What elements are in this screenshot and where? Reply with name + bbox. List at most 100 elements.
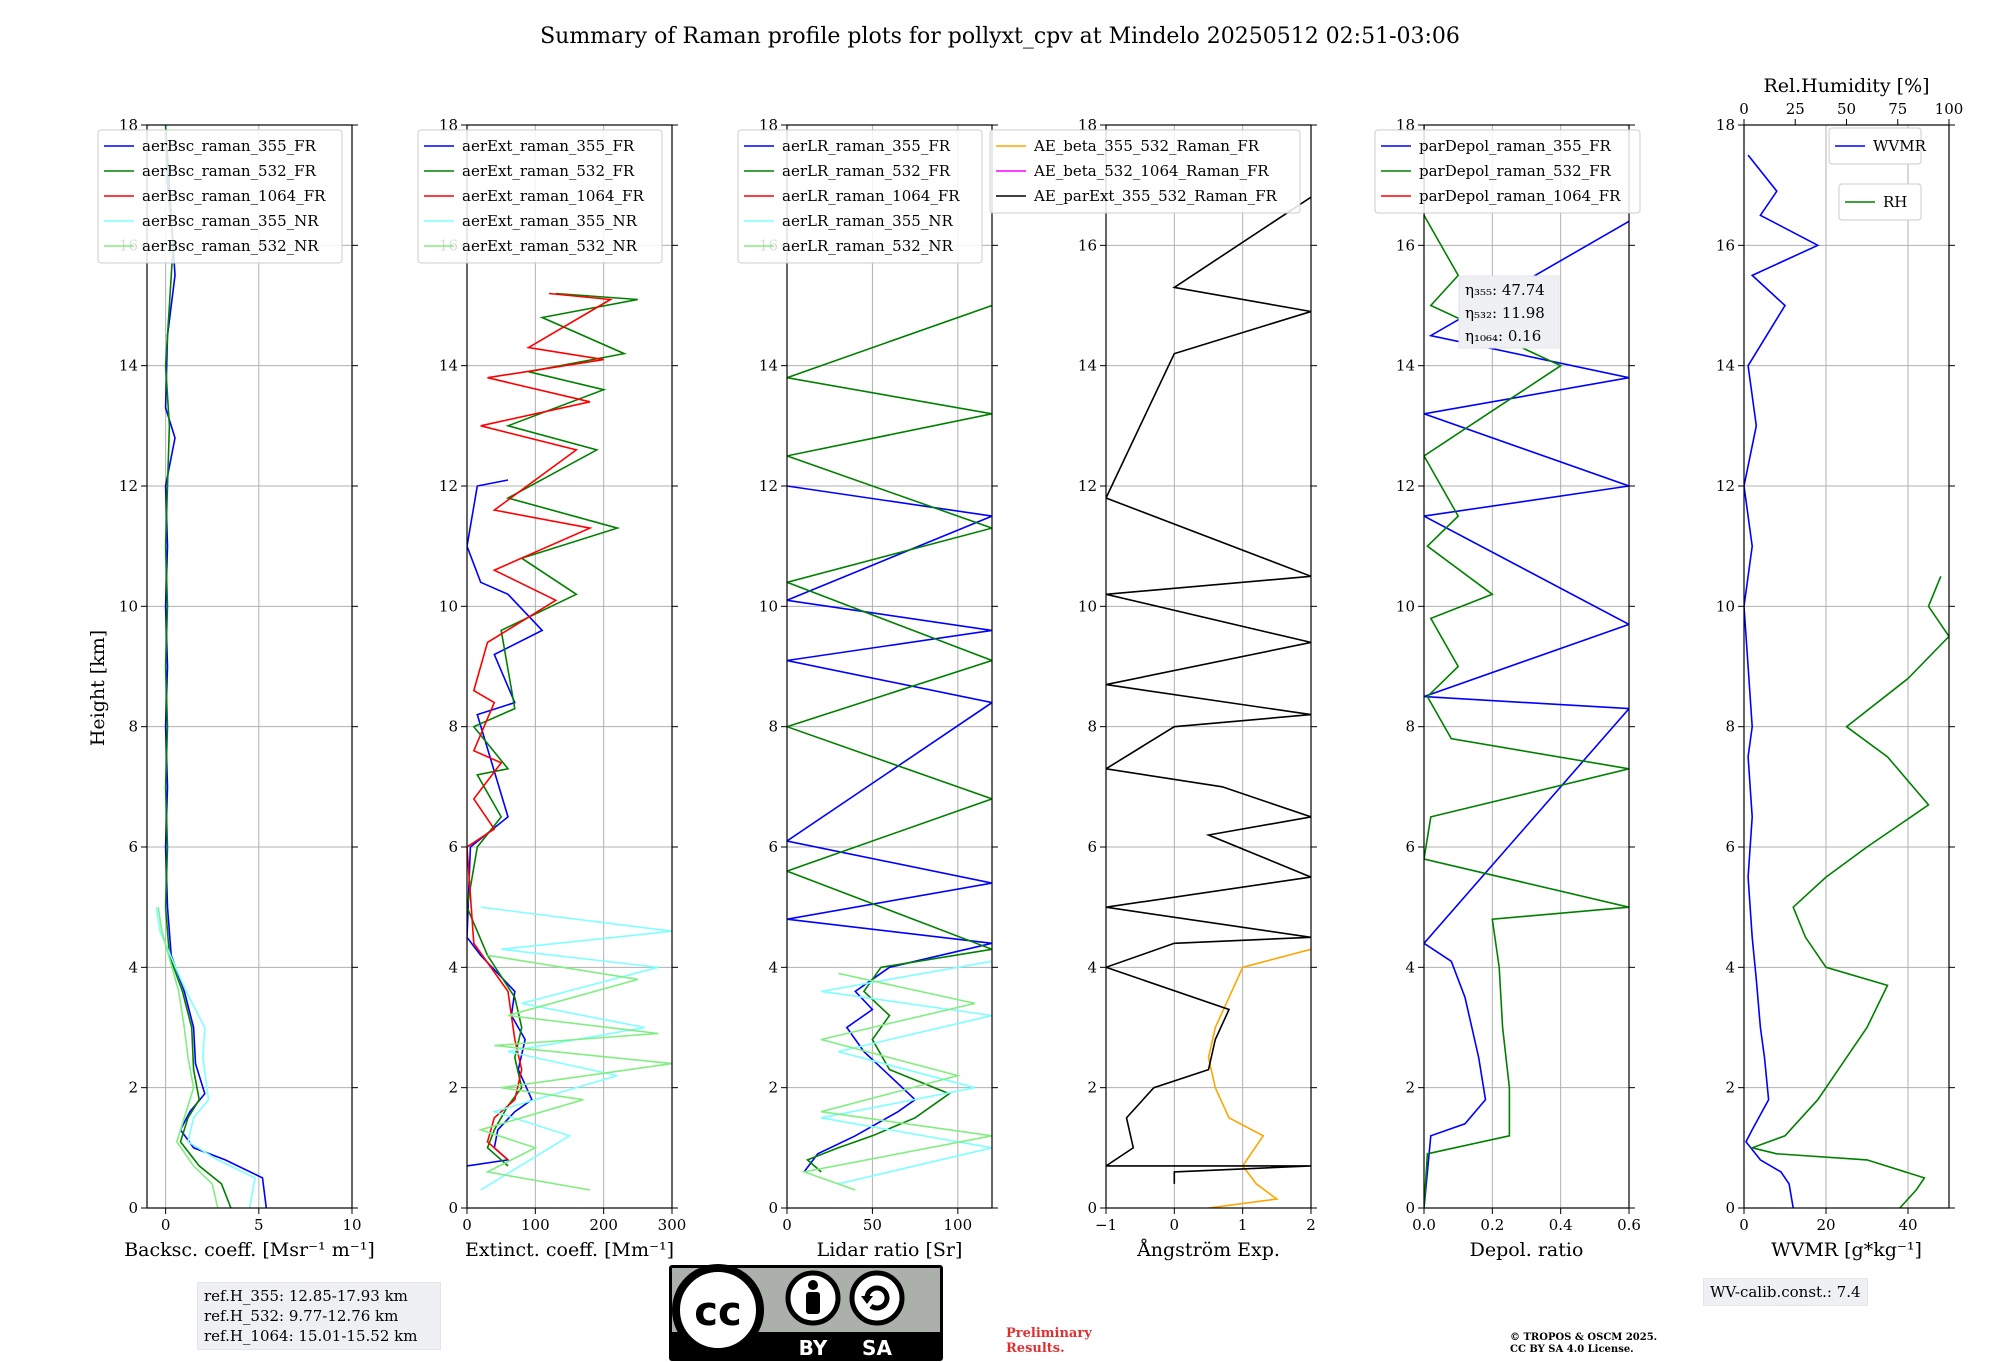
x-axis-label: Depol. ratio — [1470, 1239, 1584, 1261]
ref-height-1064: ref.H_1064: 15.01-15.52 km — [204, 1327, 418, 1345]
series-aerLR_raman_355_NR — [821, 960, 992, 1185]
legend: WVMR RH — [1828, 127, 1927, 221]
y-tick-label: 2 — [1405, 1079, 1415, 1097]
x2-tick-label: 100 — [1935, 100, 1964, 118]
y-tick-label: 0 — [1405, 1199, 1415, 1217]
y-tick-label: 10 — [119, 597, 138, 615]
cc-logo-icon — [672, 1264, 764, 1356]
copyright-line-2: CC BY SA 4.0 License. — [1510, 1344, 1634, 1355]
y-tick-label: 14 — [119, 357, 138, 375]
x-axis-label: Extinct. coeff. [Mm⁻¹] — [465, 1239, 674, 1261]
legend-entry: AE_parExt_355_532_Raman_FR — [1033, 187, 1278, 205]
x-tick-label: 0 — [161, 1216, 171, 1234]
annotation-text: η₃₅₅: 47.74 — [1465, 281, 1545, 299]
y-tick-label: 0 — [768, 1199, 778, 1217]
y-tick-label: 6 — [768, 838, 778, 856]
legend: AE_beta_355_532_Raman_FR AE_beta_532_1064… — [989, 129, 1301, 214]
legend-entry: aerBsc_raman_355_NR — [142, 212, 319, 230]
x-tick-label: 40 — [1898, 1216, 1917, 1234]
x-tick-label: 5 — [254, 1216, 264, 1234]
y-tick-label: 4 — [128, 958, 138, 976]
x-tick-label: 100 — [944, 1216, 973, 1234]
y-tick-label: 16 — [1078, 236, 1097, 254]
y-tick-label: 14 — [1078, 357, 1097, 375]
series-aerExt_raman_355_NR — [480, 906, 672, 1191]
cc-by-sa-badge: cc BY SA — [669, 1264, 943, 1361]
ref-height-355: ref.H_355: 12.85-17.93 km — [204, 1287, 408, 1305]
y-tick-label: 6 — [448, 838, 458, 856]
y-tick-label: 8 — [128, 718, 138, 736]
legend-entry: aerLR_raman_532_FR — [782, 162, 951, 180]
y-tick-label: 2 — [128, 1079, 138, 1097]
x-tick-label: 0.0 — [1412, 1216, 1436, 1234]
legend-box — [97, 129, 343, 264]
badge-by-label: BY — [799, 1336, 828, 1360]
y-tick-label: 8 — [768, 718, 778, 736]
series-aerBsc_raman_355_NR — [155, 907, 256, 1208]
preliminary-line-1: Preliminary — [1006, 1326, 1092, 1341]
profile-panels: 0510024681012141618Backsc. coeff. [Msr⁻¹… — [97, 75, 1964, 1261]
y-tick-label: 4 — [1087, 958, 1097, 976]
y-tick-label: 2 — [1725, 1079, 1735, 1097]
share-alike-icon — [849, 1270, 905, 1326]
panel-1: 0510024681012141618Backsc. coeff. [Msr⁻¹… — [97, 116, 375, 1261]
x-tick-label: 1 — [1238, 1216, 1248, 1234]
y-tick-label: 16 — [1396, 236, 1415, 254]
series-aerBsc_raman_355_FR — [164, 125, 268, 1208]
legend-entry: aerBsc_raman_532_NR — [142, 237, 319, 255]
y-tick-label: 12 — [1396, 477, 1415, 495]
y-tick-label: 14 — [1396, 357, 1415, 375]
y-tick-label: 8 — [1725, 718, 1735, 736]
series-aerExt_raman_532_NR — [478, 954, 672, 1191]
series-aerExt_raman_355_FR — [467, 479, 544, 1167]
x-tick-label: 10 — [342, 1216, 361, 1234]
y-tick-label: 6 — [1087, 838, 1097, 856]
y-tick-label: 8 — [1087, 718, 1097, 736]
legend-entry: AE_beta_532_1064_Raman_FR — [1033, 162, 1269, 180]
preliminary-line-2: Results. — [1006, 1341, 1065, 1356]
series-aerBsc_raman_532_NR — [157, 907, 219, 1208]
panel-3: 050100024681012141618Lidar ratio [Sr]aer… — [737, 116, 998, 1261]
legend-entry: aerExt_raman_532_NR — [462, 237, 638, 255]
x-tick-label: −1 — [1095, 1216, 1117, 1234]
y-tick-label: 14 — [439, 357, 458, 375]
y-tick-label: 2 — [448, 1079, 458, 1097]
y-tick-label: 16 — [1716, 236, 1735, 254]
y-tick-label: 14 — [1716, 357, 1735, 375]
wv-calib-text: WV-calib.const.: 7.4 — [1710, 1283, 1861, 1301]
x-axis-label: Lidar ratio [Sr] — [817, 1239, 963, 1261]
x-tick-label: 0 — [1170, 1216, 1180, 1234]
y-tick-label: 12 — [1716, 477, 1735, 495]
badge-sa-label: SA — [862, 1336, 892, 1360]
axes-frame — [1105, 124, 1312, 1209]
legend-entry: aerLR_raman_532_NR — [782, 237, 953, 255]
series-aerBsc_raman_532_FR — [164, 125, 232, 1208]
x-tick-label: 0.2 — [1480, 1216, 1504, 1234]
y-tick-label: 2 — [1087, 1079, 1097, 1097]
x-tick-label: 50 — [863, 1216, 882, 1234]
axes-frame — [146, 124, 353, 1209]
x-tick-label: 20 — [1816, 1216, 1835, 1234]
legend-box — [1828, 127, 1922, 165]
panel-2: 0100200300024681012141618Extinct. coeff.… — [417, 116, 686, 1261]
x2-axis-label: Rel.Humidity [%] — [1763, 75, 1929, 97]
series-aerLR_raman_532_NR — [801, 972, 992, 1191]
ref-height-532: ref.H_532: 9.77-12.76 km — [204, 1307, 399, 1325]
axes-frame — [1743, 124, 1950, 1209]
x-tick-label: 0.6 — [1617, 1216, 1641, 1234]
y-tick-label: 4 — [768, 958, 778, 976]
series-parDepol_raman_532_FR — [1424, 125, 1629, 1208]
y-tick-label: 4 — [1725, 958, 1735, 976]
y-tick-label: 6 — [1405, 838, 1415, 856]
legend-entry: aerLR_raman_1064_FR — [782, 187, 960, 205]
legend-entry: RH — [1883, 193, 1907, 211]
y-tick-label: 0 — [1087, 1199, 1097, 1217]
x-tick-label: 0 — [782, 1216, 792, 1234]
legend-entry: parDepol_raman_532_FR — [1419, 162, 1612, 180]
annotation-text: η₁₀₆₄: 0.16 — [1465, 327, 1541, 345]
x2-tick-label: 50 — [1837, 100, 1856, 118]
x-tick-label: 2 — [1306, 1216, 1316, 1234]
legend: aerExt_raman_355_FR aerExt_raman_532_FRae… — [417, 129, 663, 264]
